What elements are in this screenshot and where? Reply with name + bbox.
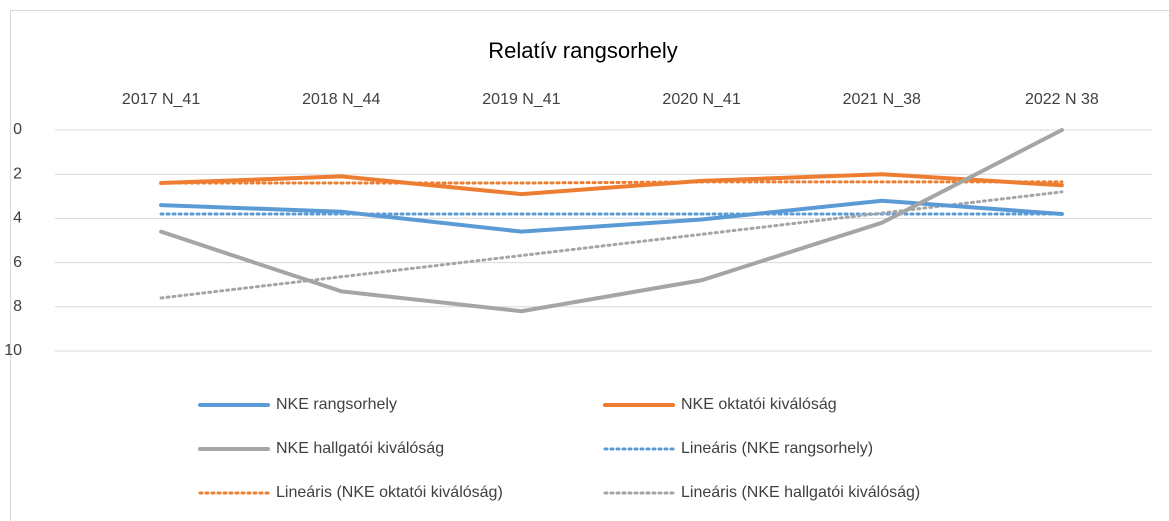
chart-title: Relatív rangsorhely xyxy=(488,38,678,63)
series-line xyxy=(159,198,1064,234)
series-line xyxy=(159,172,1064,197)
legend-label: Lineáris (NKE oktatói kiválóság) xyxy=(276,484,503,501)
x-tick-label: 2020 N_41 xyxy=(662,91,740,108)
y-tick-label: 6 xyxy=(13,254,22,271)
legend-label: Lineáris (NKE rangsorhely) xyxy=(681,440,873,457)
y-tick-label: 10 xyxy=(4,342,22,359)
y-tick-label: 4 xyxy=(13,210,22,227)
x-tick-label: 2018 N_44 xyxy=(302,91,380,108)
legend-label: NKE oktatói kiválóság xyxy=(681,396,837,413)
x-tick-label: 2021 N_38 xyxy=(843,91,921,108)
x-tick-label: 2019 N_41 xyxy=(482,91,560,108)
legend-label: NKE rangsorhely xyxy=(276,396,397,413)
legend-label: NKE hallgatói kiválóság xyxy=(276,440,444,457)
legend-label: Lineáris (NKE hallgatói kiválóság) xyxy=(681,484,920,501)
y-tick-label: 2 xyxy=(13,165,22,182)
y-tick-label: 8 xyxy=(13,298,22,315)
x-tick-label: 2022 N 38 xyxy=(1025,91,1099,108)
chart-border xyxy=(10,10,1169,521)
series-line xyxy=(159,128,1064,314)
x-tick-label: 2017 N_41 xyxy=(122,91,200,108)
y-tick-label: 0 xyxy=(13,121,22,138)
series-line xyxy=(159,180,1064,185)
